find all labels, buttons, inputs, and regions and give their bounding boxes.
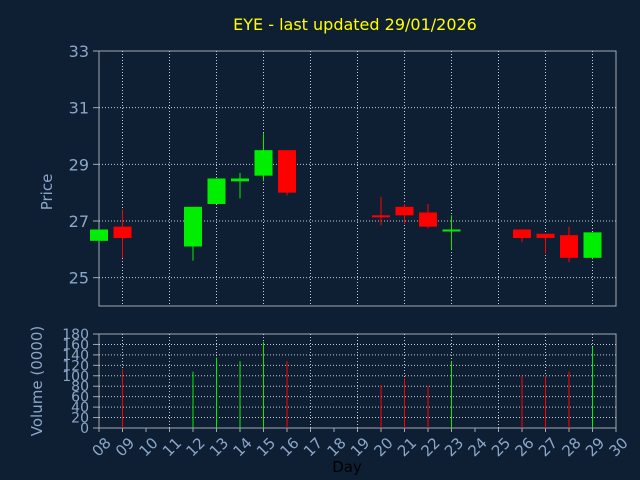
volume-tick-label: 160 (62, 337, 89, 353)
x-tick-label: 17 (300, 434, 326, 460)
x-tick-label: 28 (559, 434, 585, 460)
x-tick-label: 14 (230, 434, 256, 460)
volume-tick-label: 40 (71, 400, 89, 416)
volume-tick-label: 120 (62, 358, 89, 374)
price-tick-label: 27 (69, 212, 89, 231)
candlestick (513, 229, 531, 243)
candle-body (90, 229, 108, 241)
candlestick (113, 209, 132, 258)
volume-tick-label: 80 (71, 379, 89, 395)
x-tick-label: 15 (253, 434, 279, 460)
candlestick (278, 150, 296, 196)
price-tick-label: 25 (69, 269, 89, 288)
x-tick-label: 24 (465, 434, 491, 460)
candlestick (207, 178, 226, 204)
volume-tick-label: 180 (62, 327, 89, 343)
x-tick-label: 30 (606, 434, 632, 460)
candlestick (395, 204, 414, 224)
x-tick-label: 19 (347, 434, 373, 460)
volume-tick-label: 20 (71, 411, 89, 427)
candlestick (536, 233, 555, 254)
candle-body (254, 150, 273, 176)
candle-body (207, 178, 226, 204)
price-tick-label: 33 (69, 42, 89, 61)
x-tick-label: 10 (136, 434, 162, 460)
x-tick-label: 13 (206, 434, 232, 460)
day-axis-label: Day (332, 458, 362, 476)
volume-plot-frame (98, 333, 617, 429)
candlestick (231, 172, 249, 199)
x-tick-label: 11 (159, 434, 185, 460)
candle-body (513, 229, 531, 238)
price-tick-label: 31 (69, 99, 89, 118)
candlestick (372, 196, 390, 226)
candlestick (560, 226, 578, 263)
candle-body (442, 229, 461, 232)
x-tick-label: 27 (535, 434, 561, 460)
x-tick-label: 18 (324, 434, 350, 460)
price-panel: 25 27 29 31 33 (69, 42, 617, 307)
candlestick (419, 204, 437, 229)
candle-body (560, 235, 578, 258)
x-tick-label: 21 (394, 434, 420, 460)
x-tick-label: 12 (183, 434, 209, 460)
candlestick (254, 133, 273, 182)
candlestick (184, 206, 202, 261)
price-tick-label: 29 (69, 155, 89, 174)
volume-tick-label: 0 (80, 421, 89, 437)
volume-tick-label: 60 (71, 390, 89, 406)
x-tick-label: 23 (441, 434, 467, 460)
x-tick-label: 25 (488, 434, 514, 460)
x-axis-ticks: 0809101112131415161718192021222324252627… (89, 428, 632, 460)
candle-body (395, 206, 414, 216)
x-tick-label: 22 (418, 434, 444, 460)
candle-body (184, 206, 202, 247)
candlestick (90, 229, 108, 241)
candlestick (442, 215, 461, 250)
candle-body (278, 150, 296, 193)
x-tick-label: 29 (582, 434, 608, 460)
x-tick-label: 26 (512, 434, 538, 460)
candlestick (583, 232, 602, 260)
x-tick-label: 20 (371, 434, 397, 460)
x-tick-label: 08 (89, 434, 115, 460)
candle-body (419, 212, 437, 227)
volume-axis-label: Volume (0000) (28, 326, 46, 436)
volume-tick-label: 100 (62, 369, 89, 385)
candle-body (372, 215, 390, 218)
price-axis-label: Price (38, 174, 56, 211)
chart-title: EYE - last updated 29/01/2026 (233, 15, 477, 34)
candle-body (231, 178, 249, 182)
candle-body (113, 226, 132, 238)
x-tick-label: 09 (112, 434, 138, 460)
volume-tick-label: 140 (62, 348, 89, 364)
x-tick-label: 16 (277, 434, 303, 460)
candle-body (583, 232, 602, 258)
candle-body (536, 233, 555, 238)
